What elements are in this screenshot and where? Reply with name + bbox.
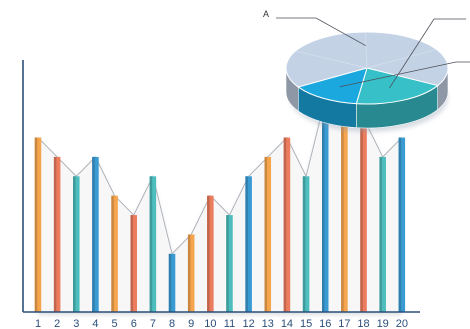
pie-slice-label: A	[263, 9, 269, 19]
bar-shade	[283, 137, 287, 312]
bar	[379, 156, 386, 312]
x-tick-label: 2	[54, 318, 60, 329]
x-tick-label: 17	[338, 318, 350, 329]
x-tick-label: 13	[262, 318, 274, 329]
bar-shade	[360, 118, 363, 313]
bar-shade	[187, 234, 191, 312]
bar-series	[34, 98, 406, 313]
bar	[130, 215, 137, 312]
bar	[207, 195, 214, 312]
bar-shade	[245, 176, 248, 312]
x-tick-label: 10	[204, 318, 216, 329]
pie-facet-line	[364, 31, 368, 69]
x-tick-label: 12	[243, 318, 255, 329]
pie-leader-line	[339, 61, 470, 88]
bar-shade	[207, 195, 210, 312]
bar	[283, 137, 291, 312]
bar	[34, 137, 42, 312]
bar-shade	[92, 156, 95, 312]
bar	[53, 156, 61, 312]
bar-shade	[398, 137, 402, 312]
x-tick-label: 11	[224, 318, 235, 329]
bar	[73, 176, 80, 312]
bar-shade	[168, 253, 172, 312]
bar	[264, 156, 272, 312]
pie-facet-line	[366, 49, 437, 69]
bar-shade	[226, 215, 229, 312]
bar	[92, 156, 99, 312]
x-tick-label: 3	[73, 318, 79, 329]
bar	[245, 176, 252, 312]
bar-shade	[322, 98, 325, 313]
bar	[111, 195, 118, 312]
bar	[341, 118, 348, 313]
bar-shade	[379, 156, 382, 312]
pie-leader-line	[276, 17, 366, 47]
bar	[226, 215, 233, 312]
x-tick-label: 5	[112, 318, 118, 329]
x-tick-label: 8	[169, 318, 175, 329]
bar	[398, 137, 406, 312]
x-tick-label: 16	[319, 318, 331, 329]
pie-facet-line	[295, 50, 368, 69]
x-tick-labels: 1 2 3 4 5 6 7 8 9 10 11 12 13 14 15 16 17 18 19 20	[35, 318, 408, 329]
x-tick-label: 7	[150, 318, 156, 329]
bar	[302, 176, 310, 312]
x-tick-label: 14	[281, 318, 293, 329]
pie-chart: A	[263, 9, 470, 132]
bar-shade	[53, 156, 57, 312]
bar	[322, 98, 329, 313]
x-tick-label: 18	[357, 318, 369, 329]
bar-shade	[302, 176, 306, 312]
bar-shade	[341, 118, 344, 313]
x-tick-label: 9	[188, 318, 194, 329]
bar	[360, 118, 367, 313]
x-tick-label: 6	[131, 318, 137, 329]
bar-shade	[73, 176, 76, 312]
bar-shade	[149, 176, 153, 312]
bar-shade	[111, 195, 114, 312]
x-tick-label: 15	[300, 318, 312, 329]
pie-slice	[355, 67, 439, 105]
x-tick-label: 19	[377, 318, 389, 329]
bar-shade	[34, 137, 38, 312]
x-tick-label: 20	[396, 318, 408, 329]
bar-shade	[264, 156, 268, 312]
bar	[168, 253, 176, 312]
x-tick-label: 1	[35, 318, 41, 329]
pie-slice	[297, 67, 368, 105]
pie-leader-line	[389, 18, 466, 89]
bar	[149, 176, 157, 312]
bar	[187, 234, 195, 312]
x-tick-label: 4	[92, 318, 98, 329]
bar-shade	[130, 215, 133, 312]
